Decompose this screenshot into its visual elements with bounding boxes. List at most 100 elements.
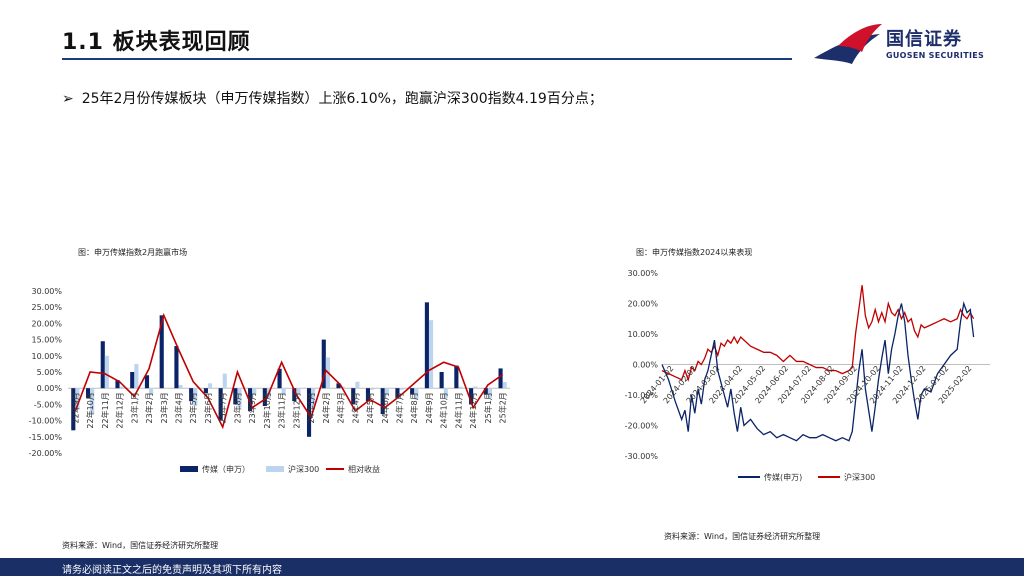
bar-media <box>115 380 120 389</box>
bar-csi300 <box>414 388 419 400</box>
bar-media <box>203 388 208 394</box>
legend-label: 沪深300 <box>288 464 319 474</box>
x-tick-label: 23年4月 <box>174 392 184 423</box>
x-tick-label: 24年7月 <box>395 392 405 423</box>
bar-csi300 <box>149 388 154 395</box>
bar-csi300 <box>399 388 404 390</box>
bar-csi300 <box>222 373 227 389</box>
x-tick-label: 23年1月 <box>129 392 139 423</box>
bar-media <box>144 375 150 389</box>
bar-csi300 <box>428 320 434 389</box>
legend-label: 沪深300 <box>844 472 875 482</box>
bar-media <box>395 388 400 398</box>
y-tick-label: -20.00% <box>625 422 659 431</box>
guosen-logo <box>814 24 882 64</box>
x-tick-label: 24年8月 <box>409 392 419 423</box>
bar-csi300 <box>458 386 463 389</box>
bar-media <box>233 388 238 405</box>
logo-mark-red <box>838 24 882 52</box>
legend-label: 传媒（申万） <box>202 464 250 474</box>
legend-label: 相对收益 <box>348 464 380 474</box>
footer-bar: 请务必阅读正文之后的免责声明及其项下所有内容 <box>0 558 1024 576</box>
y-tick-label: 10.00% <box>627 330 658 339</box>
y-tick-label: 15.00% <box>31 336 62 345</box>
left-chart-caption: 图：申万传媒指数2月跑赢市场 <box>78 248 188 257</box>
bar-media <box>130 372 135 389</box>
right-chart-source: 资料来源：Wind，国信证券经济研究所整理 <box>664 532 821 541</box>
bar-media <box>262 388 267 407</box>
bar-csi300 <box>104 355 109 389</box>
bar-csi300 <box>193 388 198 407</box>
bar-csi300 <box>473 386 478 389</box>
legend-label: 传媒(申万) <box>764 472 802 482</box>
relative-return-line <box>74 312 504 430</box>
x-tick-label: 22年10月 <box>85 392 95 428</box>
logo-text-cn: 国信证券 <box>886 29 962 50</box>
bar-media <box>248 388 253 411</box>
bar-csi300 <box>384 388 389 395</box>
x-tick-label: 23年3月 <box>159 392 169 423</box>
x-tick-label: 23年7月 <box>218 392 228 423</box>
x-tick-label: 23年10月 <box>262 392 272 428</box>
bar-media <box>498 368 503 389</box>
bar-csi300 <box>487 388 493 398</box>
bar-media <box>483 388 488 395</box>
x-tick-label: 23年8月 <box>232 392 242 423</box>
x-tick-label: 23年12月 <box>291 392 301 428</box>
bar-media <box>336 383 341 389</box>
x-tick-label: 24年1月 <box>306 392 316 423</box>
x-tick-label: 23年6月 <box>203 392 213 423</box>
y-tick-label: 30.00% <box>31 287 62 296</box>
x-tick-label: 25年1月 <box>483 392 493 423</box>
bar-media <box>306 388 312 437</box>
x-tick-label: 24年4月 <box>350 392 360 423</box>
x-tick-label: 24年9月 <box>424 392 434 423</box>
x-tick-label: 24年3月 <box>336 392 346 423</box>
monthly-return-chart: 30.00% 25.00% 20.00% 15.00% 10.00% 5.00% 0.00%… <box>29 287 510 474</box>
bar-media <box>454 365 459 389</box>
y-tick-label: 30.00% <box>627 269 658 278</box>
arrow-bullet-icon: ➢ <box>62 91 74 107</box>
bar-csi300 <box>178 384 183 389</box>
x-tick-label: 24年12月 <box>468 392 478 428</box>
legend-swatch <box>266 466 284 472</box>
bar-media <box>424 302 429 389</box>
y-tick-label: 25.00% <box>31 303 62 312</box>
x-tick-label: 22年9月 <box>70 392 80 423</box>
x-tick-label: 23年2月 <box>144 392 154 423</box>
bar-media <box>321 339 326 389</box>
y-tick-label: 0.00% <box>633 361 659 370</box>
y-tick-label: -10.00% <box>625 391 659 400</box>
x-tick-label: 24年2月 <box>321 392 331 423</box>
x-tick-label: 24年6月 <box>380 392 390 423</box>
y-tick-label: -5.00% <box>34 400 63 409</box>
x-tick-label: 22年12月 <box>115 392 125 428</box>
bar-media <box>365 388 371 402</box>
bar-media <box>277 368 282 389</box>
bar-media <box>351 388 356 405</box>
bar-csi300 <box>443 388 448 398</box>
y-tick-label: 20.00% <box>627 300 658 309</box>
bar-media <box>85 388 91 398</box>
bar-csi300 <box>296 388 301 395</box>
x-tick-label: 24年10月 <box>439 392 449 428</box>
bar-media <box>100 341 105 389</box>
bar-media <box>380 388 385 415</box>
title-divider <box>62 58 792 60</box>
bar-csi300 <box>370 388 375 390</box>
bar-media <box>292 388 297 402</box>
bar-media <box>439 372 444 389</box>
x-tick-label: 25年2月 <box>498 392 508 423</box>
bar-media <box>71 388 76 431</box>
bar-csi300 <box>502 382 507 389</box>
x-tick-label: 23年5月 <box>188 392 198 423</box>
logo-text-en: GUOSEN SECURITIES <box>886 51 985 60</box>
bar-csi300 <box>75 388 80 410</box>
x-tick-label: 24年11月 <box>453 392 463 428</box>
y-tick-label: 5.00% <box>37 368 63 377</box>
y-tick-label: -10.00% <box>29 417 63 426</box>
bar-csi300 <box>119 386 124 389</box>
bar-csi300 <box>207 383 213 389</box>
y-tick-label: 20.00% <box>31 319 62 328</box>
media-index-line <box>661 300 975 442</box>
